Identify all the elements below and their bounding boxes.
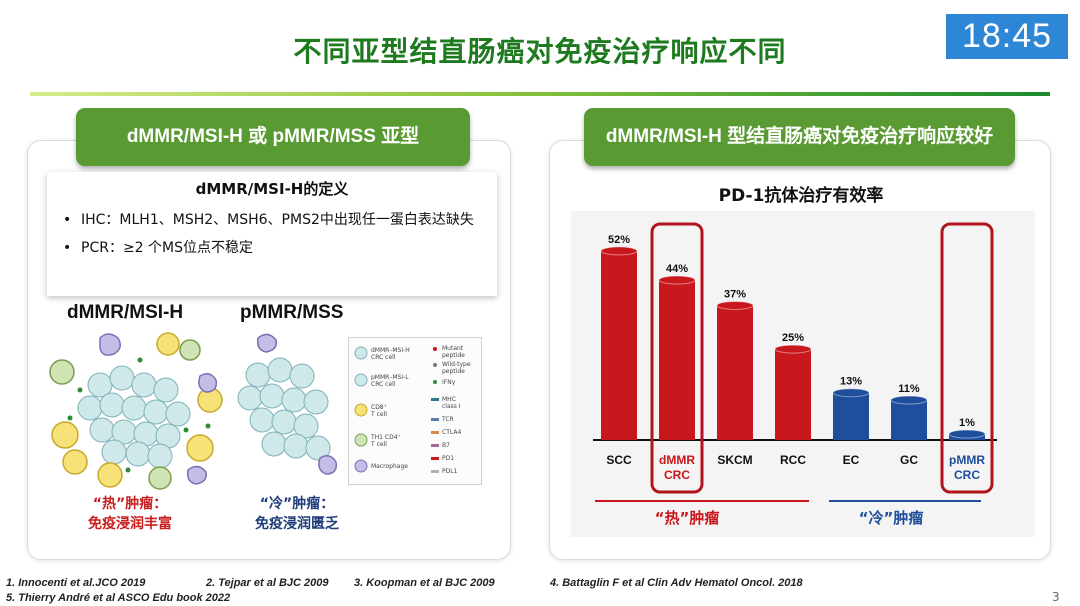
bar-4	[833, 392, 869, 440]
legend-ifng: IFNγ	[442, 379, 456, 386]
category-label-3: RCC	[780, 453, 806, 467]
bar-3	[775, 349, 811, 440]
legend-mutant-peptide: Mutant peptide	[442, 345, 465, 359]
bar-2	[717, 305, 753, 440]
category-label-4: EC	[843, 453, 860, 467]
chart-title: PD-1抗体治疗有效率	[718, 186, 884, 206]
value-label-5: 11%	[898, 383, 920, 395]
cold-tumor-illustration	[237, 333, 338, 475]
legend-mhc: MHC class I	[442, 396, 461, 410]
legend-b7: B7	[442, 442, 450, 449]
left-panel-header: dMMR/MSI-H 或 pMMR/MSS 亚型	[76, 108, 470, 166]
legend-icons	[354, 346, 439, 473]
bar-cap-5	[890, 395, 928, 405]
reference-2: 2. Tejpar et al BJC 2009	[206, 577, 329, 589]
reference-1: 1. Innocenti et al.JCO 2019	[6, 577, 146, 589]
value-label-2: 37%	[724, 288, 746, 300]
bar-0	[601, 250, 637, 440]
legend-pmmr: pMMR–MSI-L CRC cell	[371, 374, 409, 388]
reference-3: 3. Koopman et al BJC 2009	[354, 577, 495, 589]
legend-tcr: TCR	[442, 416, 454, 423]
category-label-6-1: CRC	[954, 468, 980, 482]
legend-dmmr: dMMR–MSI-H CRC cell	[371, 347, 410, 361]
title-divider	[30, 92, 1050, 96]
legend-pd1: PD1	[442, 455, 455, 462]
cold-group-label: “冷”肿瘤	[859, 509, 924, 527]
bar-5	[891, 400, 927, 440]
bar-cap-2	[716, 300, 754, 310]
value-label-3: 25%	[782, 332, 804, 344]
legend-ctla4: CTLA4	[442, 429, 462, 436]
definition-title: dMMR/MSI-H的定义	[195, 180, 349, 198]
category-label-2: SKCM	[717, 453, 752, 467]
bar-cap-1	[658, 275, 696, 285]
legend-wildtype-peptide: Wild-type peptide	[442, 361, 471, 375]
page-number: 3	[1052, 590, 1060, 604]
category-label-6-0: pMMR	[949, 453, 985, 467]
value-label-6: 1%	[959, 417, 975, 429]
bar-cap-3	[774, 344, 812, 354]
definition-item-pcr: PCR：≥2 个MS位点不稳定	[63, 237, 481, 259]
legend-cd8: CD8⁺ T cell	[371, 404, 387, 418]
dmmr-label: dMMR/MSI-H	[67, 302, 184, 323]
value-label-0: 52%	[608, 234, 630, 246]
category-label-5: GC	[900, 453, 918, 467]
hot-tumor-caption: “热”肿瘤： 免疫浸润丰富	[88, 496, 172, 532]
bar-cap-4	[832, 388, 870, 398]
response-rate-bar-chart: 52%SCC44%dMMRCRC37%SKCM25%RCC13%EC11%GC1…	[593, 222, 997, 527]
bar-1	[659, 280, 695, 440]
slide-title: 不同亚型结直肠癌对免疫治疗响应不同	[293, 35, 787, 68]
reference-5: 5. Thierry André et al ASCO Edu book 202…	[6, 592, 231, 604]
legend-pdl1: PDL1	[442, 468, 458, 475]
cell-legend: dMMR–MSI-H CRC cell pMMR–MSI-L CRC cell CD…	[348, 337, 482, 485]
legend-macrophage: Macrophage	[371, 463, 408, 470]
pmmr-label: pMMR/MSS	[240, 302, 344, 323]
hot-group-label: “热”肿瘤	[655, 509, 720, 527]
bar-cap-0	[600, 246, 638, 256]
highlight-box-6	[940, 222, 994, 494]
category-label-0: SCC	[606, 453, 632, 467]
category-label-1-1: CRC	[664, 468, 690, 482]
definition-item-ihc: IHC：MLH1、MSH2、MSH6、PMS2中出现任一蛋白表达缺失	[63, 209, 481, 231]
hot-tumor-illustration	[49, 332, 223, 490]
value-label-1: 44%	[666, 263, 688, 275]
timer-display: 18:45	[946, 14, 1068, 59]
legend-th1: TH1 CD4⁺ T cell	[371, 434, 401, 448]
definition-box: dMMR/MSI-H的定义 IHC：MLH1、MSH2、MSH6、PMS2中出现…	[47, 172, 497, 296]
category-label-1-0: dMMR	[659, 453, 695, 467]
cold-tumor-caption: “冷”肿瘤： 免疫浸润匮乏	[255, 496, 339, 532]
reference-4: 4. Battaglin F et al Clin Adv Hematol On…	[550, 577, 803, 589]
right-panel-header: dMMR/MSI-H 型结直肠癌对免疫治疗响应较好	[584, 108, 1015, 166]
value-label-4: 13%	[840, 376, 862, 388]
highlight-box-1	[650, 222, 704, 494]
bar-cap-6	[948, 429, 986, 439]
